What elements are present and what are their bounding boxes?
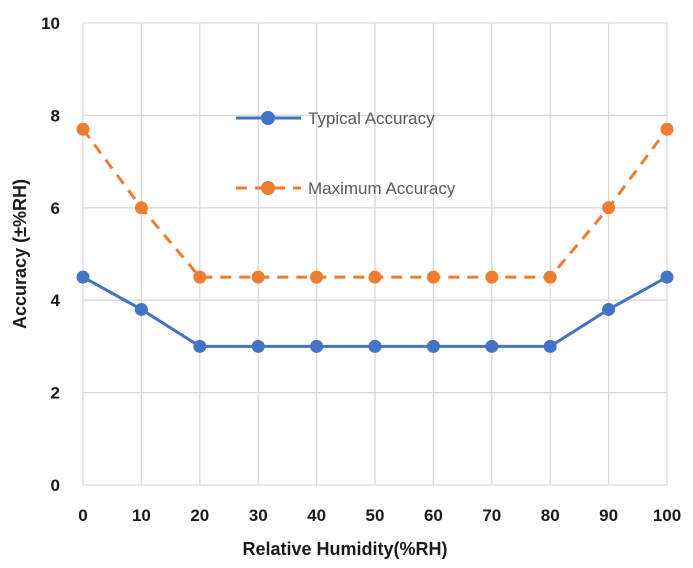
y-tick-label: 10 [41, 14, 60, 33]
x-tick-label: 60 [424, 506, 443, 525]
series-typical-accuracy [76, 270, 674, 353]
data-point [251, 270, 265, 284]
data-point [76, 270, 90, 284]
x-axis-ticks: 0 10 20 30 40 50 60 70 80 90 100 [78, 506, 681, 525]
data-point [543, 270, 557, 284]
x-tick-label: 40 [307, 506, 326, 525]
x-axis-title: Relative Humidity(%RH) [242, 539, 447, 559]
y-axis-ticks: 0 2 4 6 8 10 [41, 14, 60, 495]
legend-label-typical-accuracy: Typical Accuracy [308, 109, 435, 128]
x-tick-label: 0 [78, 506, 87, 525]
data-point [134, 302, 148, 316]
y-tick-label: 4 [51, 291, 61, 310]
x-tick-label: 70 [482, 506, 501, 525]
legend-swatch-marker [261, 181, 275, 195]
grid-lines [82, 22, 668, 486]
series-layer [76, 122, 674, 353]
x-tick-label: 50 [366, 506, 385, 525]
data-point [310, 339, 324, 353]
data-point [251, 339, 265, 353]
data-point [660, 270, 674, 284]
data-point [602, 302, 616, 316]
data-point [426, 270, 440, 284]
y-tick-label: 2 [51, 384, 60, 403]
y-tick-label: 6 [51, 199, 60, 218]
data-point [310, 270, 324, 284]
x-tick-label: 80 [541, 506, 560, 525]
x-tick-label: 10 [132, 506, 151, 525]
data-point [76, 122, 90, 136]
data-point [368, 339, 382, 353]
data-point [543, 339, 557, 353]
legend-label-maximum-accuracy: Maximum Accuracy [308, 179, 456, 198]
legend: Typical Accuracy Maximum Accuracy [236, 109, 456, 198]
x-tick-label: 100 [653, 506, 681, 525]
x-tick-label: 30 [249, 506, 268, 525]
legend-item-typical-accuracy: Typical Accuracy [236, 109, 435, 128]
y-tick-label: 0 [51, 476, 60, 495]
data-point [602, 201, 616, 215]
data-point [485, 270, 499, 284]
data-point [193, 270, 207, 284]
x-tick-label: 20 [190, 506, 209, 525]
data-point [193, 339, 207, 353]
y-axis-title: Accuracy (±%RH) [10, 179, 30, 329]
series-maximum-accuracy [76, 122, 674, 284]
data-point [134, 201, 148, 215]
data-point [426, 339, 440, 353]
x-tick-label: 90 [599, 506, 618, 525]
legend-swatch-marker [261, 111, 275, 125]
data-point [485, 339, 499, 353]
data-point [660, 122, 674, 136]
legend-item-maximum-accuracy: Maximum Accuracy [236, 179, 456, 198]
y-tick-label: 8 [51, 106, 60, 125]
data-point [368, 270, 382, 284]
